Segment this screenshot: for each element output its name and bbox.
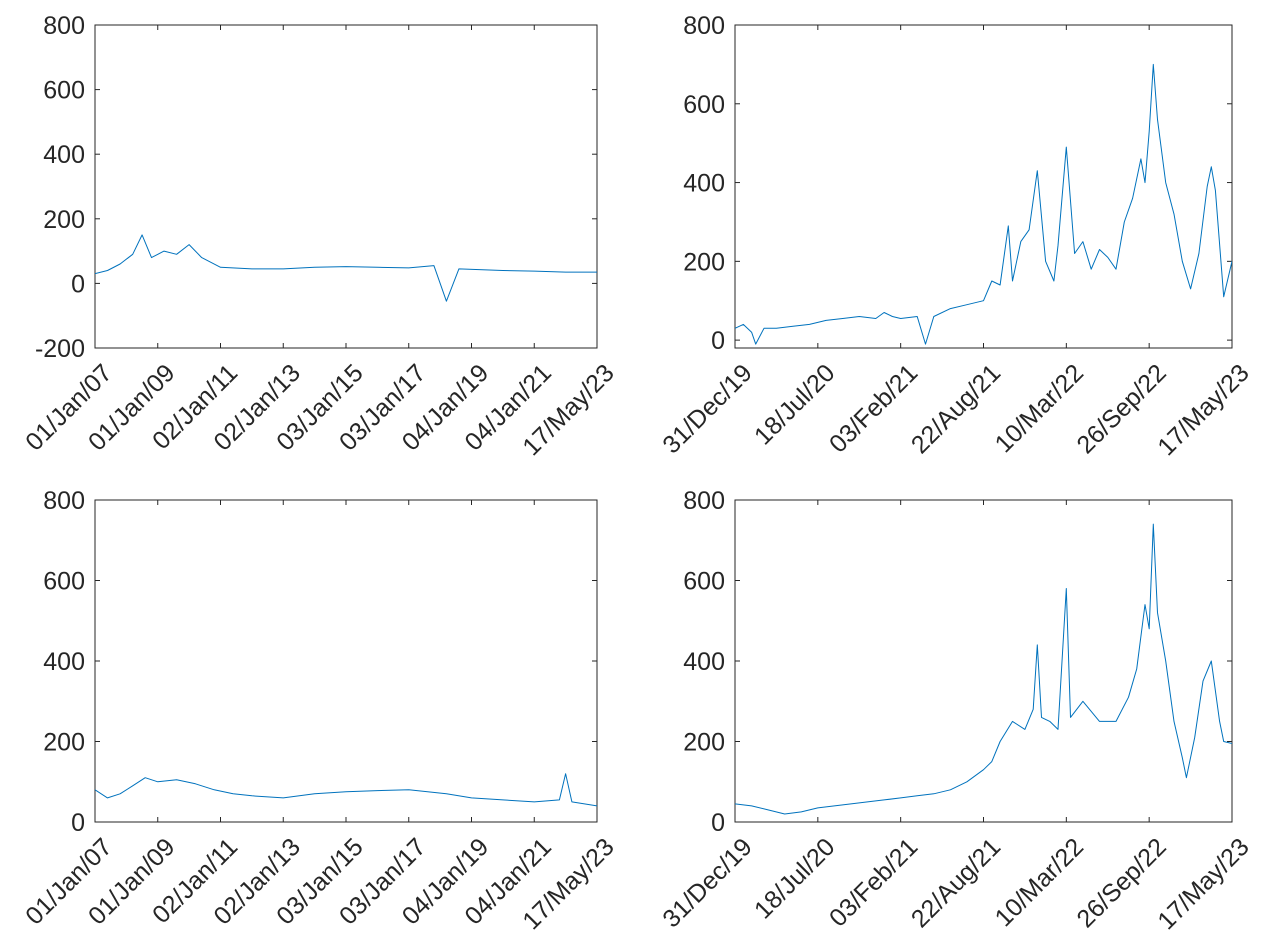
- y-tick-label: 0: [711, 809, 725, 837]
- y-tick-label: 200: [43, 729, 85, 757]
- y-tick-label: 200: [683, 248, 725, 276]
- y-tick-label: 800: [683, 487, 725, 515]
- y-tick-label: 400: [683, 170, 725, 198]
- y-tick-label: 0: [71, 270, 85, 298]
- y-tick-label: 200: [43, 206, 85, 234]
- series-line: [95, 234, 597, 302]
- y-tick-label: 200: [683, 729, 725, 757]
- series-line: [95, 773, 597, 807]
- y-tick-label: 600: [683, 568, 725, 596]
- y-tick-label: 0: [71, 809, 85, 837]
- y-tick-label: 400: [43, 648, 85, 676]
- y-tick-label: -200: [35, 335, 85, 363]
- y-tick-label: 800: [43, 487, 85, 515]
- y-tick-label: 600: [683, 91, 725, 119]
- series-line: [735, 63, 1232, 345]
- series-line: [735, 523, 1232, 815]
- y-tick-label: 0: [711, 327, 725, 355]
- y-tick-label: 800: [43, 12, 85, 40]
- y-tick-label: 400: [43, 141, 85, 169]
- y-tick-label: 800: [683, 12, 725, 40]
- y-tick-label: 400: [683, 648, 725, 676]
- y-tick-label: 600: [43, 568, 85, 596]
- y-tick-label: 600: [43, 77, 85, 105]
